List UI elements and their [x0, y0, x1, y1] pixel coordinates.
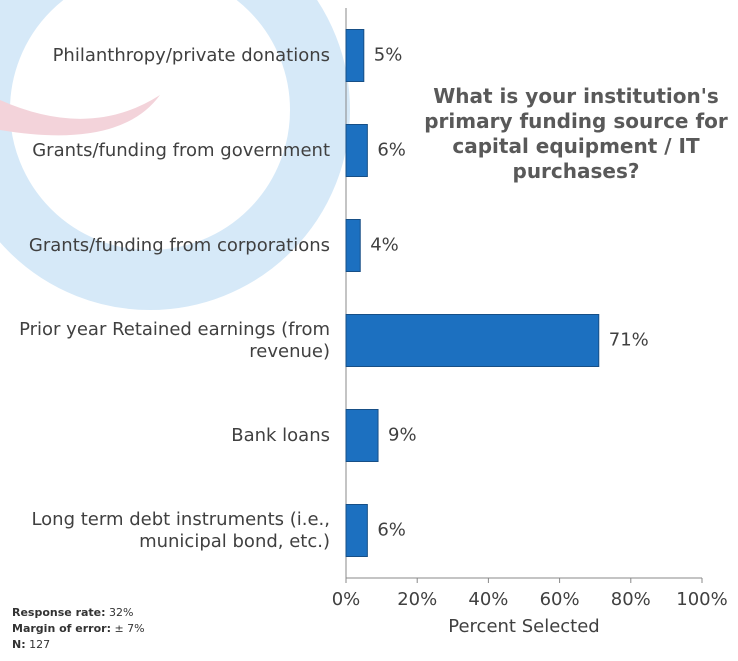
note: N: 127	[12, 637, 145, 653]
category-label: Philanthropy/private donations	[52, 44, 330, 66]
note: Response rate: 32%	[12, 605, 145, 621]
note-value: ± 7%	[114, 622, 145, 635]
background-swirl	[0, 95, 160, 136]
bar	[345, 124, 368, 177]
x-tick-label: 40%	[468, 589, 508, 610]
bar	[345, 219, 361, 272]
category-label: Bank loans	[231, 424, 330, 446]
note-label: Response rate:	[12, 606, 106, 619]
value-label: 6%	[377, 140, 406, 161]
value-label: 4%	[370, 235, 399, 256]
note-label: Margin of error:	[12, 622, 111, 635]
note-label: N:	[12, 638, 26, 651]
note: Margin of error: ± 7%	[12, 621, 145, 637]
chart-title: What is your institution's primary fundi…	[424, 84, 728, 183]
value-label: 5%	[374, 45, 403, 66]
bar	[345, 29, 365, 82]
note-value: 127	[29, 638, 51, 651]
bar	[345, 409, 379, 462]
category-label: Long term debt instruments (i.e., munici…	[31, 508, 330, 552]
category-label: Prior year Retained earnings (from reven…	[19, 318, 330, 362]
note-value: 32%	[109, 606, 134, 619]
bar	[345, 314, 600, 367]
x-tick-label: 100%	[676, 589, 727, 610]
value-label: 9%	[388, 425, 417, 446]
x-axis-title: Percent Selected	[448, 616, 599, 637]
category-label: Grants/funding from government	[32, 139, 330, 161]
x-tick-label: 60%	[540, 589, 580, 610]
value-label: 71%	[609, 330, 649, 351]
category-label: Grants/funding from corporations	[28, 234, 330, 256]
x-tick-label: 20%	[397, 589, 437, 610]
bar	[345, 504, 368, 557]
background-swirl	[0, 0, 350, 310]
x-tick-label: 80%	[611, 589, 651, 610]
x-tick-label: 0%	[332, 589, 361, 610]
notes: Response rate: 32% Margin of error: ± 7% N…	[12, 605, 145, 653]
value-label: 6%	[377, 520, 406, 541]
